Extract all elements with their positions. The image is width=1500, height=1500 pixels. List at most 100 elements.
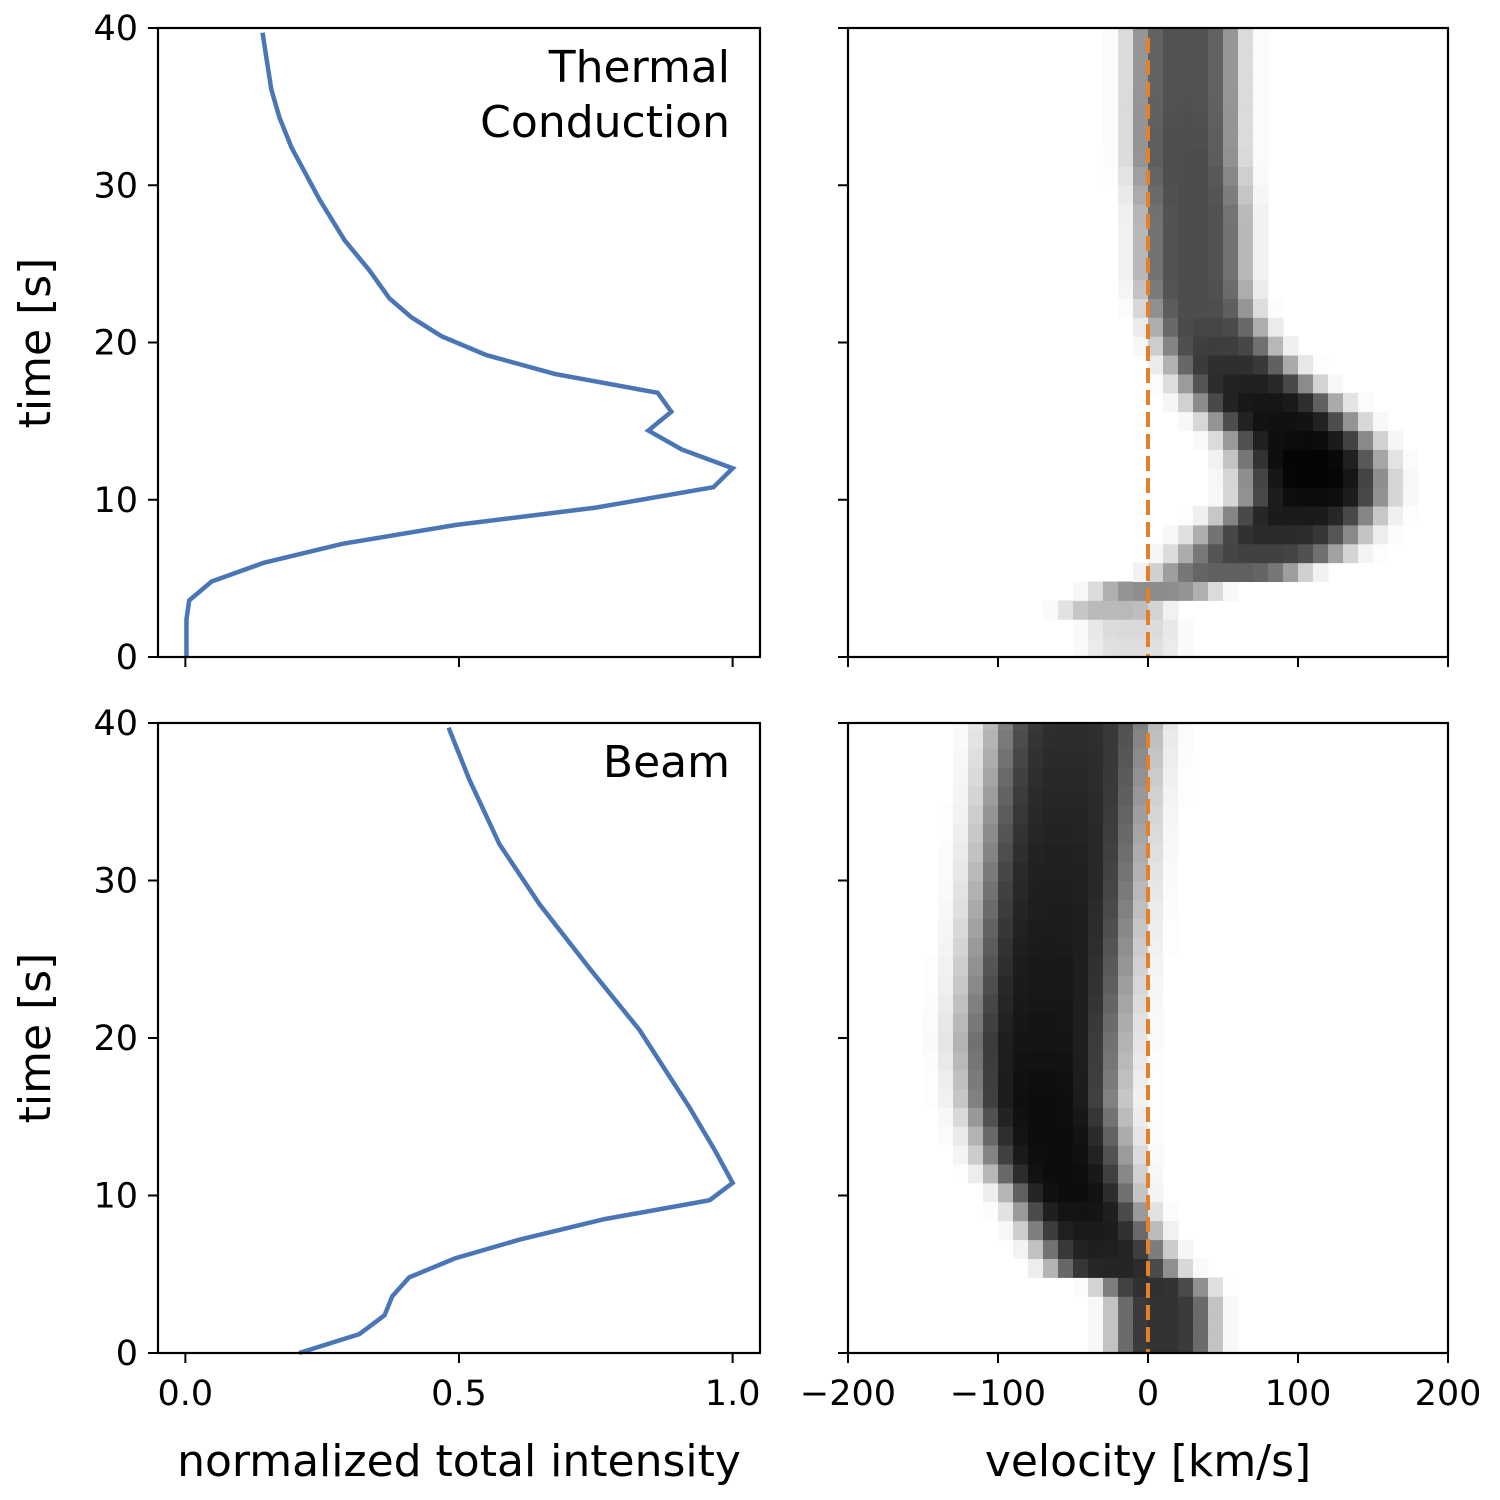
heatmap-cell: [1118, 1088, 1134, 1108]
heatmap-cell: [1118, 185, 1134, 205]
heatmap-cell: [1148, 1277, 1164, 1297]
heatmap-cell: [1193, 128, 1209, 149]
heatmap-cell: [1373, 468, 1389, 488]
heatmap-cell: [1298, 411, 1314, 432]
heatmap-cell: [1163, 861, 1179, 881]
heatmap-cell: [1013, 786, 1029, 806]
heatmap-cell: [1238, 392, 1254, 413]
heatmap-cell: [1133, 581, 1149, 601]
heatmap-cell: [1253, 487, 1269, 507]
heatmap-cell: [1313, 373, 1329, 394]
heatmap-cell: [1013, 1164, 1029, 1184]
heatmap-cell: [1148, 34, 1164, 54]
heatmap-cell: [1013, 1145, 1029, 1165]
heatmap-cell: [1013, 1107, 1029, 1127]
heatmap-cell: [1043, 1069, 1059, 1089]
heatmap-cell: [938, 1088, 954, 1108]
heatmap-cell: [1133, 147, 1149, 167]
heatmap-cell: [1313, 355, 1329, 375]
heatmap-cell: [1328, 468, 1344, 488]
heatmap-cell: [983, 1069, 999, 1089]
heatmap-cell: [1193, 336, 1209, 356]
heatmap-cell: [1223, 53, 1239, 73]
heatmap-cell: [1148, 993, 1164, 1014]
heatmap-cell: [1223, 109, 1239, 130]
heatmap-cell: [1343, 411, 1359, 432]
heatmap-cell: [1133, 128, 1149, 149]
heatmap-cell: [1178, 729, 1194, 749]
heatmap-cell: [1073, 600, 1089, 620]
heatmap-cell: [1118, 1012, 1134, 1033]
heatmap-cell: [1373, 449, 1389, 469]
heatmap-cell: [1208, 147, 1224, 167]
heatmap-cell: [1253, 241, 1269, 262]
heatmap-cell: [1163, 1220, 1179, 1241]
heatmap-cell: [1028, 786, 1044, 806]
heatmap-cell: [1133, 956, 1149, 976]
heatmap-cell: [1163, 1334, 1179, 1354]
heatmap-cell: [1163, 90, 1179, 111]
heatmap-cell: [1043, 1126, 1059, 1146]
heatmap-cell: [1298, 487, 1314, 507]
heatmap-cell: [1028, 804, 1044, 825]
heatmap-cell: [1088, 1164, 1104, 1184]
heatmap-cell: [1118, 166, 1134, 186]
heatmap-cell: [1133, 109, 1149, 130]
heatmap-cell: [1058, 956, 1074, 976]
heatmap-cell: [1253, 524, 1269, 545]
heatmap-cell: [1343, 392, 1359, 413]
heatmap-cell: [1163, 1258, 1179, 1278]
heatmap-cell: [1253, 28, 1269, 35]
heatmap-cell: [1028, 1182, 1044, 1203]
heatmap-cell: [983, 880, 999, 900]
heatmap-cell: [1178, 1334, 1194, 1354]
heatmap-cell: [1178, 619, 1194, 639]
heatmap-cell: [1148, 638, 1164, 658]
heatmap-cell: [998, 1164, 1014, 1184]
heatmap-cell: [1253, 72, 1269, 92]
heatmap-cell: [1148, 880, 1164, 900]
heatmap-cell: [1343, 449, 1359, 469]
heatmap-cell: [1223, 524, 1239, 545]
heatmap-cell: [1163, 729, 1179, 749]
y-tick-label: 20: [93, 1019, 138, 1059]
heatmap-cell: [1073, 1182, 1089, 1203]
heatmap-cell: [1298, 355, 1314, 375]
panel-top-left: 0 10 20 30 40: [93, 9, 762, 678]
heatmap-cell: [1148, 975, 1164, 995]
heatmap-cell: [1253, 298, 1269, 318]
heatmap-cell: [1208, 430, 1224, 450]
heatmap-cell: [1148, 1012, 1164, 1033]
heatmap-cell: [1028, 975, 1044, 995]
heatmap-cell: [1238, 166, 1254, 186]
heatmap-cell: [1073, 1031, 1089, 1052]
heatmap-cell: [1043, 1031, 1059, 1052]
heatmap-cell: [1043, 804, 1059, 825]
annotation-thermal-line2: Conduction: [480, 97, 730, 148]
heatmap-cell: [1103, 109, 1119, 130]
heatmap-cell: [1163, 72, 1179, 92]
heatmap-cell: [1163, 109, 1179, 130]
heatmap-cell: [1073, 786, 1089, 806]
heatmap-cell: [1133, 880, 1149, 900]
heatmap-cell: [1358, 506, 1374, 526]
heatmap-cell: [1148, 786, 1164, 806]
heatmap-cell: [1118, 1107, 1134, 1127]
heatmap-cell: [1103, 1182, 1119, 1203]
heatmap-cell: [1118, 72, 1134, 92]
heatmap-cell: [1058, 1182, 1074, 1203]
heatmap-cell: [1133, 1201, 1149, 1222]
heatmap-cell: [1058, 729, 1074, 749]
heatmap-cell: [1253, 90, 1269, 111]
heatmap-cell: [1148, 543, 1164, 564]
heatmap-cell: [1178, 1239, 1194, 1259]
heatmap-cell: [1253, 373, 1269, 394]
y-tick-label: 30: [93, 862, 138, 902]
heatmap-cell: [1103, 1012, 1119, 1033]
heatmap-cell: [923, 1031, 939, 1052]
x-tick-label: 1.0: [705, 1374, 761, 1414]
heatmap-cell: [1073, 1258, 1089, 1278]
heatmap-cell: [1073, 899, 1089, 919]
heatmap-cell: [1058, 1239, 1074, 1259]
heatmap-cell: [1133, 1220, 1149, 1241]
